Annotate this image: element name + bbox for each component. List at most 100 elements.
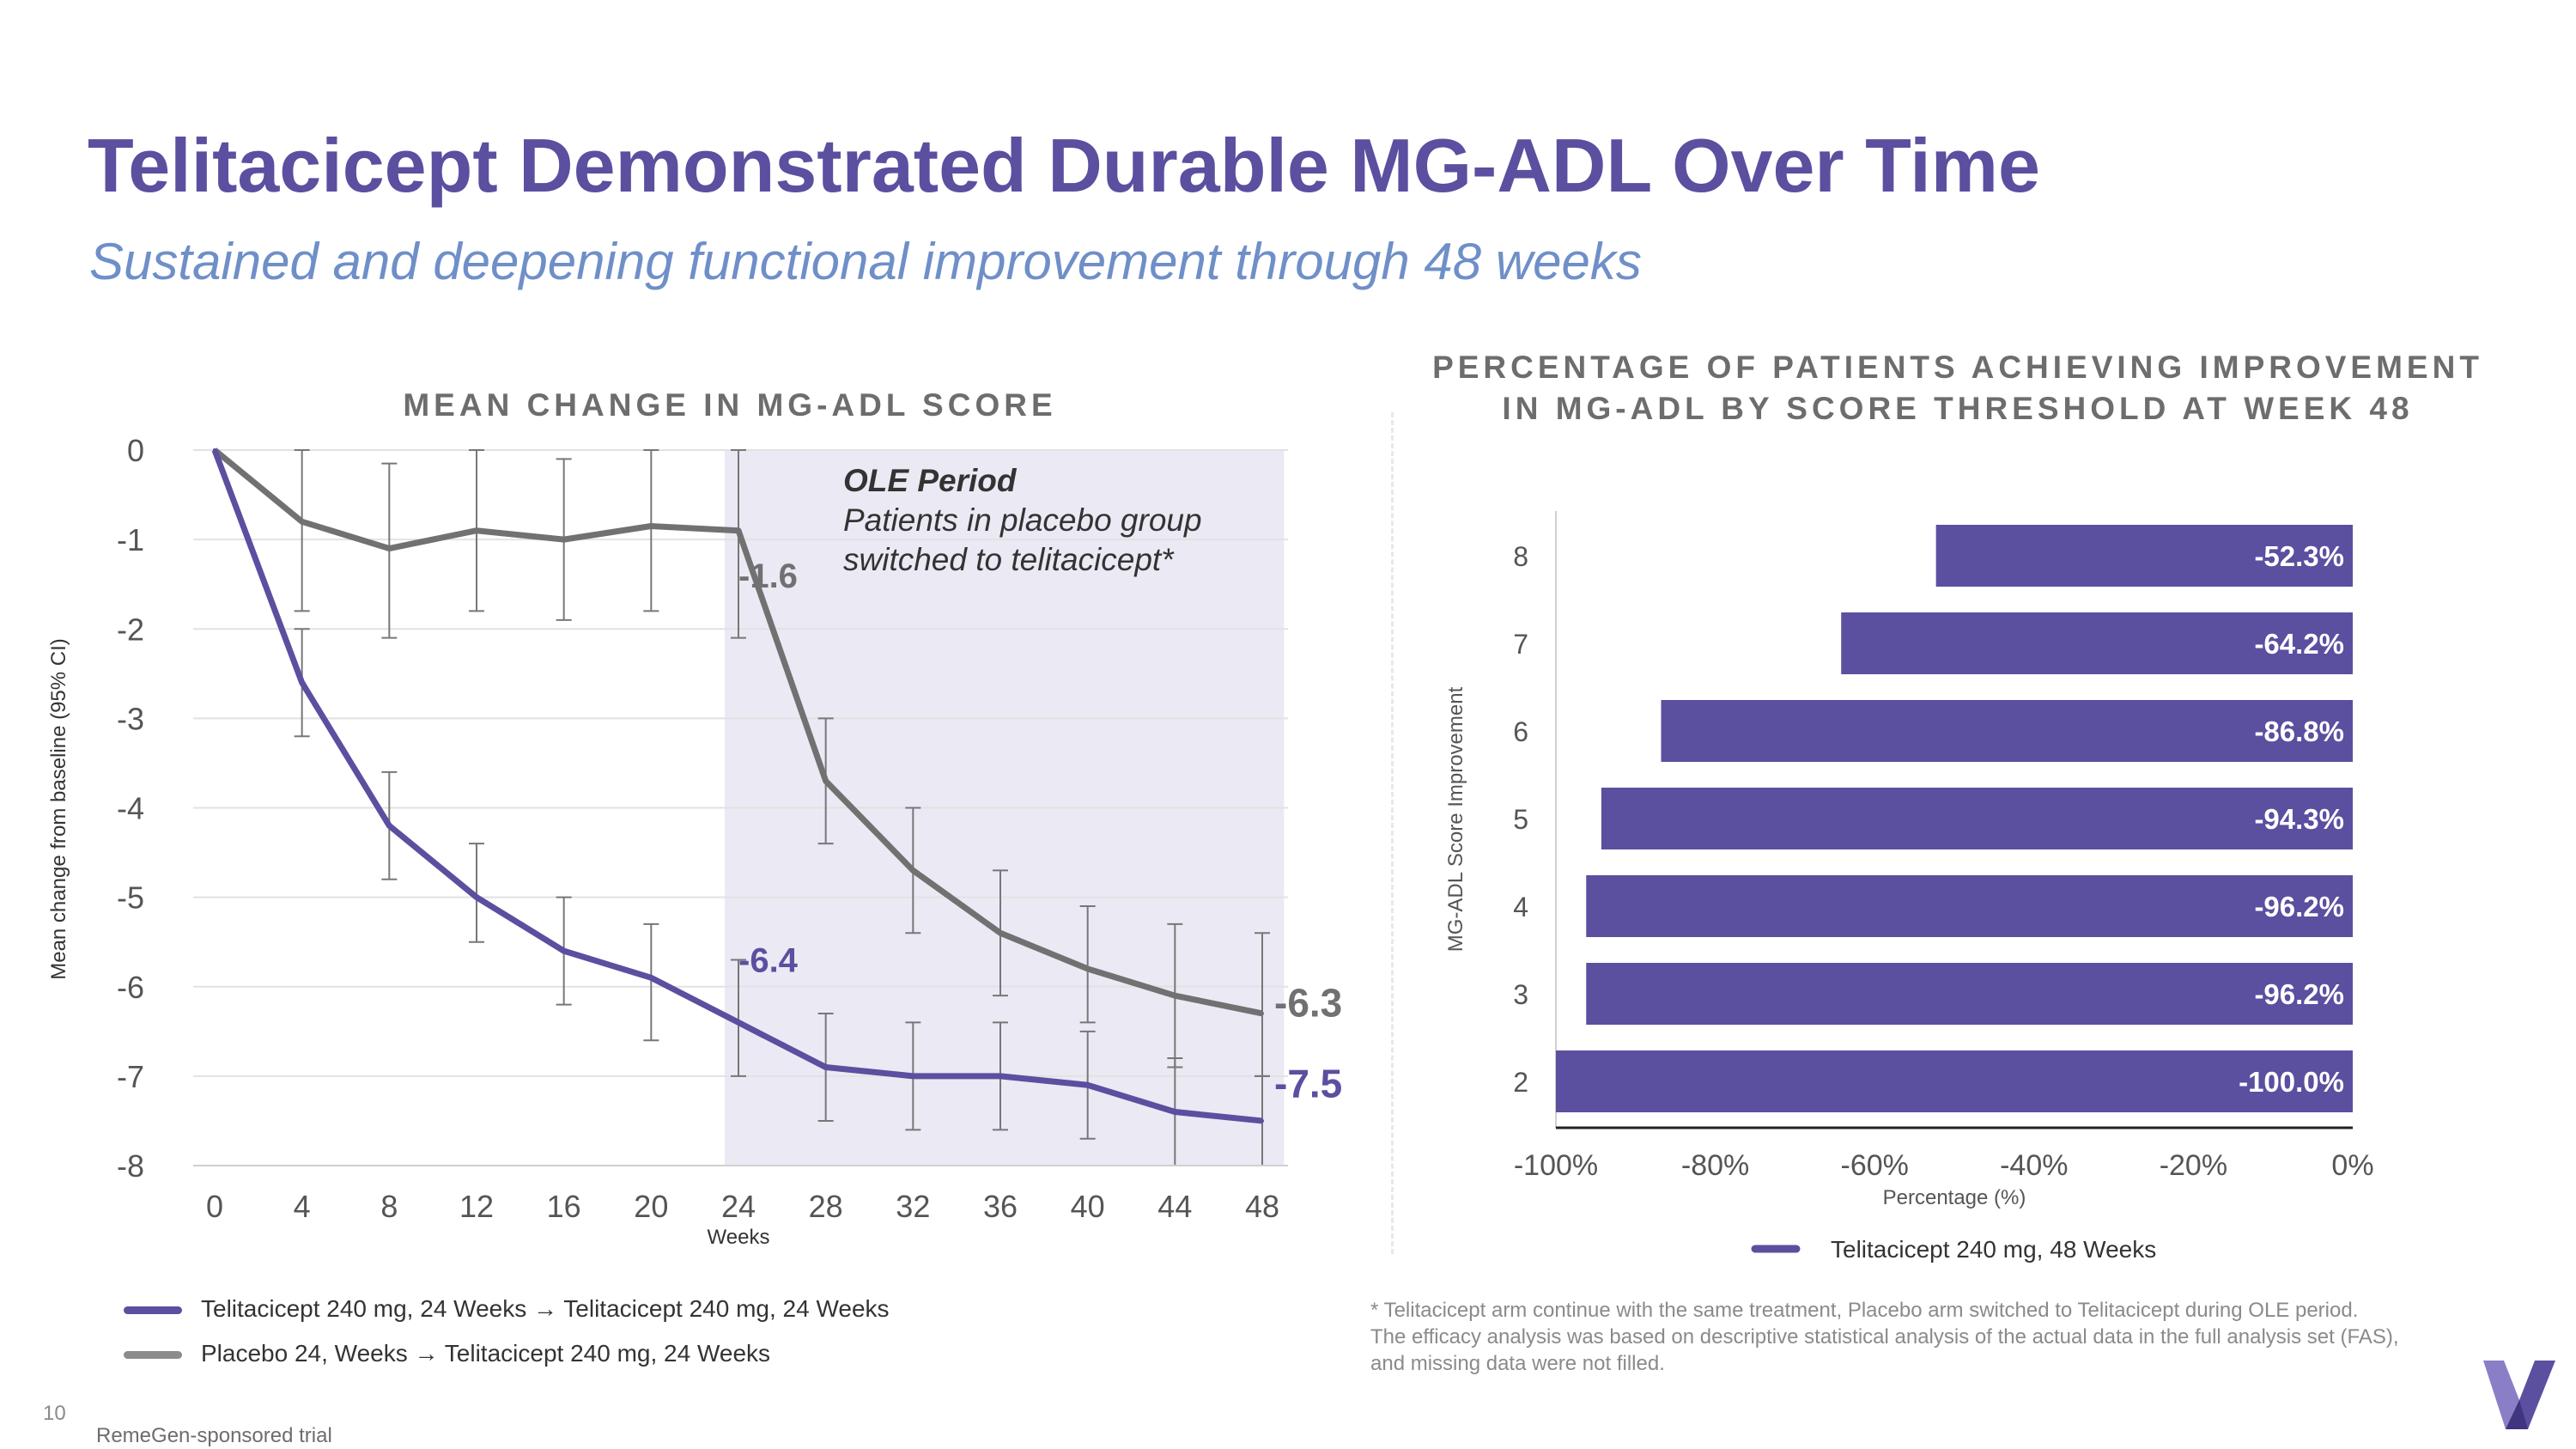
y-tick-label: 8 xyxy=(1513,541,1528,572)
x-tick-label: 48 xyxy=(1245,1189,1279,1224)
ole-period-description: switched to telitacicept* xyxy=(843,542,1175,577)
footnote-line: and missing data were not filled. xyxy=(1370,1352,1665,1375)
data-point xyxy=(475,895,478,899)
data-point xyxy=(911,1074,915,1078)
y-tick-label: 7 xyxy=(1513,629,1528,660)
footnote: * Telitacicept arm continue with the sam… xyxy=(1370,1297,2487,1377)
bar-value-label: -100.0% xyxy=(2239,1066,2344,1098)
bar xyxy=(1586,963,2353,1025)
bar-value-label: -64.2% xyxy=(2254,628,2344,660)
y-tick-label: -5 xyxy=(117,880,144,916)
y-tick-label: 0 xyxy=(127,433,144,468)
x-tick-label: 12 xyxy=(459,1189,494,1224)
data-point xyxy=(213,448,216,452)
x-tick-label: 0 xyxy=(206,1189,223,1224)
data-point xyxy=(1261,1118,1264,1123)
x-tick-label: 28 xyxy=(809,1189,843,1224)
legend-label: Telitacicept 240 mg, 24 Weeks → Telitaci… xyxy=(201,1295,890,1322)
x-axis-label: Percentage (%) xyxy=(1883,1186,2026,1209)
y-tick-label: -2 xyxy=(117,612,144,647)
data-point xyxy=(1173,994,1177,998)
x-tick-label: 44 xyxy=(1157,1189,1192,1224)
y-tick-label: 6 xyxy=(1513,716,1528,747)
x-tick-label: -40% xyxy=(2000,1149,2068,1182)
data-point xyxy=(999,931,1002,935)
x-tick-label: 20 xyxy=(634,1189,668,1224)
page-title: Telitacicept Demonstrated Durable MG-ADL… xyxy=(88,123,2040,208)
x-tick-label: -60% xyxy=(1841,1149,1909,1182)
data-point xyxy=(1085,966,1090,971)
x-axis-label: Weeks xyxy=(708,1226,770,1249)
y-axis-label: Mean change from baseline (95% CI) xyxy=(47,638,70,980)
x-tick-label: 32 xyxy=(896,1189,930,1224)
bar-chart: 8 -52.3% 7 -64.2% 6 -86.8% 5 -94.3% 4 -96.2% 3 -96.… xyxy=(1444,511,2374,1263)
data-point xyxy=(387,824,392,828)
line-chart-title: MEAN CHANGE IN MG-ADL SCORE xyxy=(403,387,1057,423)
footnote-line: * Telitacicept arm continue with the sam… xyxy=(1370,1299,2359,1322)
data-point xyxy=(737,1020,740,1025)
bar xyxy=(1601,788,2353,849)
data-label: -6.3 xyxy=(1274,981,1342,1026)
y-tick-label: 4 xyxy=(1513,892,1528,922)
footnote-line: The efficacy analysis was based on descr… xyxy=(1370,1325,2399,1349)
x-tick-label: 4 xyxy=(294,1189,311,1224)
legend-label: Placebo 24, Weeks → Telitacicept 240 mg,… xyxy=(201,1340,771,1367)
y-tick-label: -7 xyxy=(117,1059,144,1094)
y-tick-label: -6 xyxy=(117,970,144,1005)
bar xyxy=(1661,700,2353,762)
data-point xyxy=(1261,1011,1264,1015)
y-tick-label: 3 xyxy=(1513,979,1528,1010)
data-point xyxy=(300,680,304,685)
y-tick-label: -3 xyxy=(117,701,144,736)
line-legend-item-placebo: Placebo 24, Weeks → Telitacicept 240 mg,… xyxy=(124,1340,770,1367)
data-point xyxy=(1085,1083,1090,1087)
bar-chart-title: PERCENTAGE OF PATIENTS ACHIEVING IMPROVE… xyxy=(1374,347,2542,429)
data-point xyxy=(1173,1110,1177,1114)
source-note: RemeGen-sponsored trial xyxy=(96,1424,332,1447)
x-tick-label: 36 xyxy=(983,1189,1018,1224)
x-tick-label: -100% xyxy=(1514,1149,1598,1182)
x-tick-label: 0% xyxy=(2331,1149,2373,1182)
y-tick-label: 2 xyxy=(1513,1067,1528,1098)
legend-swatch-purple xyxy=(124,1306,182,1315)
bar xyxy=(1935,525,2353,587)
data-point xyxy=(999,1074,1002,1078)
bar-value-label: -94.3% xyxy=(2254,803,2344,835)
bar-value-label: -52.3% xyxy=(2254,540,2344,572)
page-number: 10 xyxy=(43,1402,66,1425)
x-tick-label: 8 xyxy=(380,1189,398,1224)
line-legend-item-telitacicept: Telitacicept 240 mg, 24 Weeks → Telitaci… xyxy=(124,1295,890,1323)
x-tick-label: 40 xyxy=(1071,1189,1105,1224)
remegen-logo-icon xyxy=(2483,1361,2555,1429)
line-chart: 0-1-2-3-4-5-6-7-80 4 8 12 16 20 24 28 32 36 40 44 48… xyxy=(47,433,1342,1249)
data-label: -1.6 xyxy=(738,557,798,595)
ole-period-description: Patients in placebo group xyxy=(843,502,1202,538)
data-label: -6.4 xyxy=(738,942,799,980)
legend-swatch-gray xyxy=(124,1351,182,1360)
data-point xyxy=(823,1065,828,1069)
y-tick-label: -1 xyxy=(117,522,144,557)
data-point xyxy=(387,546,392,551)
data-point xyxy=(649,524,653,528)
bar xyxy=(1556,1050,2353,1112)
data-point xyxy=(562,949,566,953)
bar-chart-title-line: IN MG-ADL BY SCORE THRESHOLD AT WEEK 48 xyxy=(1502,391,2414,426)
data-point xyxy=(737,528,740,533)
x-tick-label: -80% xyxy=(1681,1149,1749,1182)
bar-value-label: -86.8% xyxy=(2254,715,2344,747)
chart-divider xyxy=(1391,412,1394,1254)
y-axis-label: MG-ADL Score Improvement xyxy=(1444,686,1467,952)
y-tick-label: -4 xyxy=(117,791,144,826)
x-tick-label: -20% xyxy=(2160,1149,2227,1182)
data-point xyxy=(911,868,915,873)
y-tick-label: -8 xyxy=(117,1148,144,1184)
bar-value-label: -96.2% xyxy=(2254,891,2344,922)
y-tick-label: 5 xyxy=(1513,804,1528,835)
x-tick-label: 24 xyxy=(721,1189,756,1224)
bar xyxy=(1841,612,2353,674)
bar-chart-title-line: PERCENTAGE OF PATIENTS ACHIEVING IMPROVE… xyxy=(1432,350,2483,385)
data-point xyxy=(562,538,566,542)
legend-label: Telitacicept 240 mg, 48 Weeks xyxy=(1831,1236,2156,1263)
bar-value-label: -96.2% xyxy=(2254,978,2344,1010)
data-point xyxy=(649,976,653,980)
